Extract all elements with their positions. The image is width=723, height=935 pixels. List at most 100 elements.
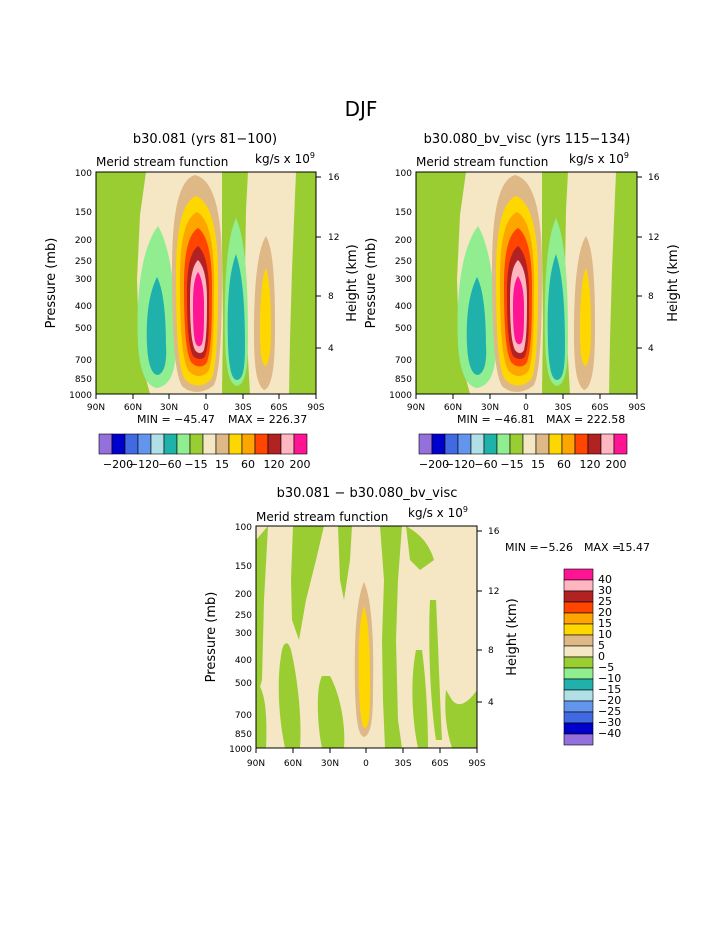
colorbar-swatch [587, 433, 602, 455]
colorbar-label: −15 [184, 458, 207, 471]
height-tick-label: 8 [328, 292, 334, 302]
colorbar-label: 15 [215, 458, 229, 471]
y-tick-label: 200 [235, 590, 252, 600]
contour-nh-neg-inner [466, 277, 487, 375]
colorbar-swatch [483, 433, 498, 455]
colorbar-label: −25 [598, 705, 621, 718]
colorbar-swatch [563, 601, 594, 614]
colorbar-swatch [280, 433, 295, 455]
colorbar-label: −120 [445, 458, 475, 471]
colorbar-label: −15 [598, 683, 621, 696]
contour-pos-yellow [358, 606, 370, 728]
colorbar-swatch [202, 433, 217, 455]
colorbar-label: 40 [598, 573, 612, 586]
height-tick-label: 16 [328, 173, 340, 183]
colorbar-swatch [563, 689, 594, 702]
y-tick-label: 250 [75, 257, 92, 267]
contour-neg-patch [445, 690, 477, 748]
colorbar-swatch [98, 433, 113, 455]
y-tick-label: 1000 [229, 745, 252, 755]
colorbar-swatch [563, 733, 594, 746]
x-tick-label: 30S [554, 403, 571, 413]
y-axis-height: 16 12 8 4 Height (km) [637, 173, 681, 354]
colorbar-label: 15 [531, 458, 545, 471]
colorbar-label: 5 [598, 639, 605, 652]
page-title: DJF [345, 97, 378, 121]
y-axis-pressure: 100 150 200 250 300 400 500 700 850 1000… [204, 523, 252, 755]
height-tick-label: 8 [488, 646, 494, 656]
colorbar-label: −30 [598, 716, 621, 729]
colorbar-label: 200 [290, 458, 311, 471]
contour-hadley-magenta [193, 272, 204, 347]
panel-title: b30.081 (yrs 81−100) [133, 132, 277, 147]
colorbar-swatch [563, 645, 594, 658]
y-tick-label: 100 [395, 169, 412, 179]
colorbar-swatch [254, 433, 269, 455]
colorbar-difference: 40 30 25 20 15 10 5 0 −5 −10 −15 −20 −25… [563, 568, 621, 746]
contour-ferrel-yellow [580, 268, 591, 366]
colorbar-label: 15 [598, 617, 612, 630]
panel-subtitle: Merid stream function [256, 510, 388, 524]
colorbar-swatch [163, 433, 178, 455]
max-value: 15.47 [619, 541, 651, 554]
x-tick-label: 60N [284, 759, 302, 769]
x-tick-label: 0 [523, 403, 529, 413]
y-axis-title: Pressure (mb) [44, 238, 59, 329]
colorbar-swatch [150, 433, 165, 455]
colorbar-control: −200 −120 −60 −15 15 60 120 200 [98, 433, 311, 471]
y-tick-label: 400 [395, 302, 412, 312]
max-label: MAX = [584, 541, 621, 554]
colorbar-label: 120 [264, 458, 285, 471]
colorbar-swatch [563, 667, 594, 680]
y-tick-label: 250 [395, 257, 412, 267]
contour-sh-neg-inner [227, 254, 245, 380]
height-tick-label: 4 [328, 344, 334, 354]
x-tick-label: 90N [407, 403, 425, 413]
contour-neg-patch [406, 526, 434, 570]
x-axis: 90N 60N 30N 0 30S 60S 90S [87, 394, 325, 413]
units-label: kg/s x 109 [408, 505, 468, 520]
y-tick-label: 500 [75, 324, 92, 334]
x-axis: 90N 60N 30N 0 30S 60S 90S [247, 748, 486, 769]
units-label: kg/s x 109 [569, 151, 629, 166]
height-tick-label: 12 [648, 233, 659, 243]
height-tick-label: 8 [648, 292, 654, 302]
height-tick-label: 4 [648, 344, 654, 354]
contour-neg-patch [291, 526, 324, 640]
max-label: MAX = 226.37 [228, 413, 307, 426]
y-tick-label: 150 [75, 208, 92, 218]
min-value: −5.26 [539, 541, 573, 554]
colorbar-swatch [418, 433, 433, 455]
x-tick-label: 30N [321, 759, 339, 769]
contour-field [256, 526, 477, 748]
y-tick-label: 400 [75, 302, 92, 312]
colorbar-swatch [563, 656, 594, 669]
min-label: MIN = −46.81 [457, 413, 535, 426]
y-tick-label: 500 [235, 679, 252, 689]
colorbar-swatch [457, 433, 472, 455]
y-tick-label: 700 [395, 356, 412, 366]
colorbar-swatch [470, 433, 485, 455]
colorbar-swatch [431, 433, 446, 455]
y-axis-height: 16 12 8 4 Height (km) [477, 527, 520, 708]
x-tick-label: 30S [234, 403, 251, 413]
x-tick-label: 30N [160, 403, 178, 413]
x-tick-label: 90S [468, 759, 485, 769]
contour-neg-patch [380, 526, 402, 748]
colorbar-swatch [563, 711, 594, 724]
panel-subtitle: Merid stream function [96, 155, 228, 169]
colorbar-swatch [267, 433, 282, 455]
colorbar-swatch [535, 433, 550, 455]
colorbar-label: 20 [598, 606, 612, 619]
contour-sh-polar [289, 172, 316, 394]
y-axis-title: Pressure (mb) [364, 238, 379, 329]
x-tick-label: 0 [363, 759, 369, 769]
colorbar-label: 60 [557, 458, 571, 471]
y-axis-pressure: 100 150 200 250 300 400 500 700 850 1000… [364, 169, 412, 401]
height-axis-title: Height (km) [666, 244, 681, 321]
colorbar-label: 120 [580, 458, 601, 471]
colorbar-label: −60 [158, 458, 181, 471]
colorbar-swatch [293, 433, 308, 455]
colorbar-swatch [215, 433, 230, 455]
min-max-readout: MIN = −5.26 MAX = 15.47 [505, 541, 650, 554]
